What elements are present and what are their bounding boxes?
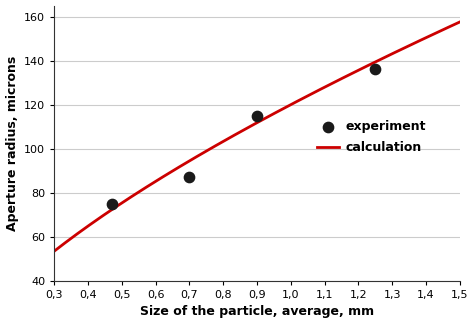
X-axis label: Size of the particle, average, mm: Size of the particle, average, mm	[140, 306, 374, 318]
calculation	[393, 50, 399, 54]
calculation	[457, 20, 463, 24]
Y-axis label: Aperture radius, microns: Aperture radius, microns	[6, 56, 18, 231]
calculation	[419, 38, 425, 41]
calculation	[53, 248, 58, 252]
experiment	[108, 201, 116, 206]
experiment	[372, 67, 379, 72]
experiment	[186, 175, 193, 180]
calculation	[300, 97, 305, 100]
calculation	[293, 100, 299, 104]
calculation	[292, 101, 297, 105]
calculation	[51, 249, 57, 253]
experiment	[253, 113, 261, 118]
Line: calculation: calculation	[54, 22, 460, 251]
Legend: experiment, calculation: experiment, calculation	[312, 115, 431, 159]
